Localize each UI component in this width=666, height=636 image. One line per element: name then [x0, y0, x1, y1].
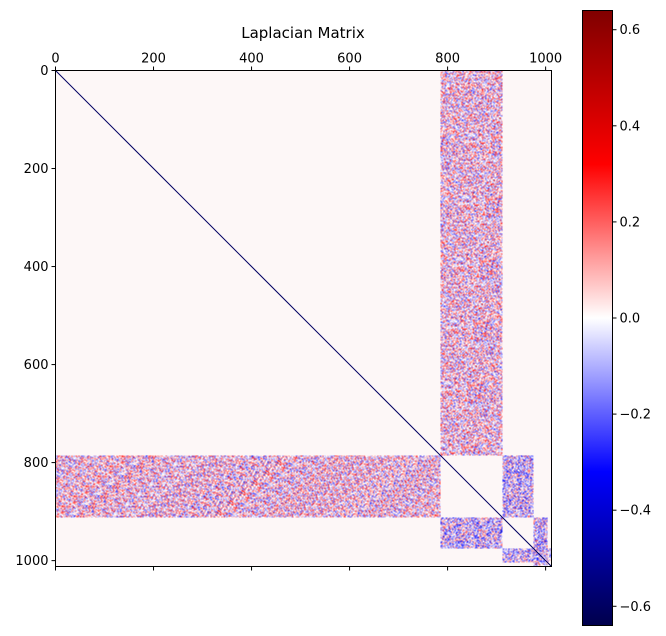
y-tick-label: 800	[24, 456, 49, 471]
x-tick-label: 200	[141, 52, 166, 67]
x-tick-label: 0	[51, 52, 59, 67]
heatmap-diagonal	[55, 70, 552, 567]
colorbar-tick-label: 0.0	[620, 312, 641, 327]
x-tick-label: 800	[435, 52, 460, 67]
x-tick-label: 400	[239, 52, 264, 67]
y-tick-label: 600	[24, 358, 49, 373]
colorbar-tick-label: −0.6	[620, 600, 652, 615]
x-tick-label: 1000	[529, 52, 562, 67]
y-tick-label: 200	[24, 162, 49, 177]
colorbar-tick-label: −0.2	[620, 408, 652, 423]
colorbar	[582, 10, 613, 626]
y-tick-label: 0	[40, 64, 48, 79]
x-tick-label: 600	[337, 52, 362, 67]
colorbar-tick-label: −0.4	[620, 504, 652, 519]
y-tick-label: 1000	[15, 554, 48, 569]
y-axis: 0 200 400 600 800 1000	[15, 64, 56, 569]
colorbar-axis: 0.6 0.4 0.2 0.0 −0.2 −0.4 −0.6	[612, 23, 652, 615]
y-tick-label: 400	[24, 260, 49, 275]
colorbar-tick-label: 0.2	[620, 215, 641, 230]
heatmap-image	[55, 70, 552, 567]
colorbar-tick-label: 0.6	[620, 23, 641, 38]
colorbar-tick-label: 0.4	[620, 119, 641, 134]
chart-title: Laplacian Matrix	[241, 24, 365, 42]
x-axis: 0 200 400 600 800 1000	[51, 52, 562, 571]
plot-frame	[55, 70, 552, 567]
